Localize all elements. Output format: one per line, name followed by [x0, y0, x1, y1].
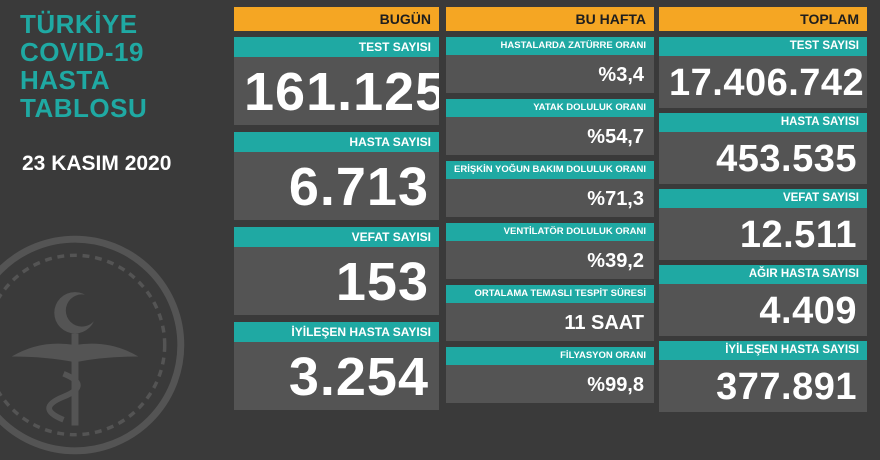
- total-header: TOPLAM: [659, 7, 867, 31]
- stat-value: 4.409: [659, 284, 867, 336]
- stat-label: HASTALARDA ZATÜRRE ORANI: [446, 37, 654, 55]
- today-column: BUGÜN TEST SAYISI 161.125 HASTA SAYISI 6…: [234, 7, 439, 417]
- stat-value: 12.511: [659, 208, 867, 260]
- total-column: TOPLAM TEST SAYISI 17.406.742 HASTA SAYI…: [659, 7, 867, 417]
- stat-value: 3.254: [234, 342, 439, 410]
- report-date: 23 KASIM 2020: [22, 152, 172, 175]
- stat-value: 161.125: [234, 57, 439, 125]
- stat-value: 11 SAAT: [446, 303, 654, 341]
- stat-label: FİLYASYON ORANI: [446, 347, 654, 365]
- title-line: COVID-19: [20, 37, 144, 67]
- stat-value: %99,8: [446, 365, 654, 403]
- stat-card: TEST SAYISI 161.125: [234, 37, 439, 125]
- stat-value: 6.713: [234, 152, 439, 220]
- stat-label: TEST SAYISI: [234, 37, 439, 57]
- stat-card: ORTALAMA TEMASLI TESPİT SÜRESİ 11 SAAT: [446, 285, 654, 341]
- stat-value: 453.535: [659, 132, 867, 184]
- stat-card: İYİLEŞEN HASTA SAYISI 3.254: [234, 322, 439, 410]
- stat-label: ERİŞKİN YOĞUN BAKIM DOLULUK ORANI: [446, 161, 654, 179]
- stat-value: %54,7: [446, 117, 654, 155]
- title-line: TABLOSU: [20, 93, 148, 123]
- stat-card: TEST SAYISI 17.406.742: [659, 37, 867, 108]
- week-header: BU HAFTA: [446, 7, 654, 31]
- stat-label: İYİLEŞEN HASTA SAYISI: [234, 322, 439, 342]
- stat-card: ERİŞKİN YOĞUN BAKIM DOLULUK ORANI %71,3: [446, 161, 654, 217]
- stat-card: VEFAT SAYISI 12.511: [659, 189, 867, 260]
- stat-card: HASTA SAYISI 453.535: [659, 113, 867, 184]
- stat-value: %71,3: [446, 179, 654, 217]
- stat-card: YATAK DOLULUK ORANI %54,7: [446, 99, 654, 155]
- stat-label: HASTA SAYISI: [659, 113, 867, 132]
- stat-label: VEFAT SAYISI: [234, 227, 439, 247]
- week-column: BU HAFTA HASTALARDA ZATÜRRE ORANI %3,4 Y…: [446, 7, 654, 409]
- title-line: HASTA: [20, 65, 111, 95]
- page-title: TÜRKİYE COVID-19 HASTA TABLOSU: [20, 10, 147, 122]
- stat-card: VEFAT SAYISI 153: [234, 227, 439, 315]
- stat-value: 377.891: [659, 360, 867, 412]
- stat-value: %39,2: [446, 241, 654, 279]
- stat-card: HASTALARDA ZATÜRRE ORANI %3,4: [446, 37, 654, 93]
- stat-value: 153: [234, 247, 439, 315]
- stat-card: FİLYASYON ORANI %99,8: [446, 347, 654, 403]
- stat-label: TEST SAYISI: [659, 37, 867, 56]
- stat-label: YATAK DOLULUK ORANI: [446, 99, 654, 117]
- stat-card: İYİLEŞEN HASTA SAYISI 377.891: [659, 341, 867, 412]
- stat-label: VEFAT SAYISI: [659, 189, 867, 208]
- stat-card: AĞIR HASTA SAYISI 4.409: [659, 265, 867, 336]
- stat-label: HASTA SAYISI: [234, 132, 439, 152]
- stat-card: HASTA SAYISI 6.713: [234, 132, 439, 220]
- stat-label: İYİLEŞEN HASTA SAYISI: [659, 341, 867, 360]
- stat-card: VENTİLATÖR DOLULUK ORANI %39,2: [446, 223, 654, 279]
- ministry-emblem-icon: [0, 235, 185, 455]
- today-header: BUGÜN: [234, 7, 439, 31]
- stat-value: %3,4: [446, 55, 654, 93]
- stat-label: AĞIR HASTA SAYISI: [659, 265, 867, 284]
- stat-value: 17.406.742: [659, 56, 867, 108]
- stat-label: VENTİLATÖR DOLULUK ORANI: [446, 223, 654, 241]
- title-line: TÜRKİYE: [20, 9, 138, 39]
- stat-label: ORTALAMA TEMASLI TESPİT SÜRESİ: [446, 285, 654, 303]
